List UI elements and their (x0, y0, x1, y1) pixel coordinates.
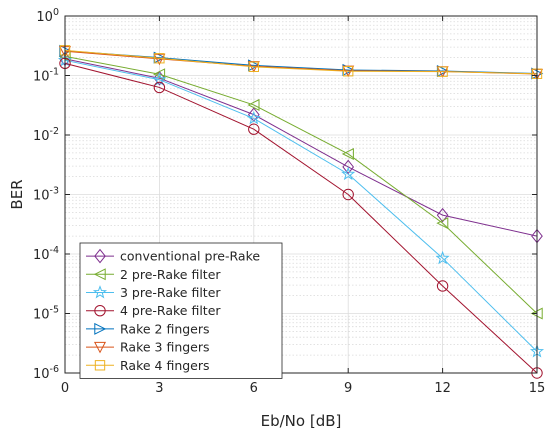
data-point (341, 147, 354, 160)
x-tick-label: 6 (250, 381, 258, 396)
legend-marker (94, 305, 106, 317)
legend-marker (93, 268, 106, 281)
data-point (153, 70, 166, 86)
data-point (343, 66, 354, 77)
y-tick-label: 10-1 (33, 67, 59, 85)
legend-marker (94, 360, 106, 371)
data-point (246, 110, 261, 125)
data-point (437, 66, 448, 77)
legend-item: 3 pre-Rake filter (86, 285, 221, 300)
series-line (64, 59, 538, 352)
y-tick-label: 10-2 (33, 126, 59, 144)
y-tick-label: 10-4 (33, 245, 59, 263)
y-tick-label: 10-5 (33, 305, 59, 323)
legend: conventional pre-Rake 2 pre-Rake filter 3 … (79, 242, 283, 379)
legend-item: Rake 2 fingers (86, 321, 210, 336)
legend-label: Rake 3 fingers (120, 340, 210, 355)
series-line (64, 58, 538, 237)
y-tick-labels: 10-6 10-5 10-4 10-3 10-2 10-1 100 (33, 7, 59, 382)
data-point (154, 53, 165, 64)
data-point (248, 123, 260, 135)
data-point (153, 68, 166, 81)
series-line (64, 55, 538, 314)
y-tick-label: 10-3 (33, 186, 59, 204)
legend-item: Rake 4 fingers (86, 358, 210, 373)
x-axis-label: Eb/No [dB] (261, 412, 342, 430)
data-point (342, 63, 355, 76)
legend-label: 3 pre-Rake filter (120, 285, 221, 300)
legend-item: 2 pre-Rake filter (86, 267, 221, 282)
data-point (342, 159, 355, 175)
data-point (436, 207, 449, 223)
legend-marker (93, 341, 107, 354)
legend-label: Rake 2 fingers (120, 321, 210, 336)
legend-label: 4 pre-Rake filter (120, 303, 221, 318)
legend-item: Rake 3 fingers (86, 340, 210, 355)
y-tick-label: 100 (36, 7, 59, 25)
data-point (248, 61, 259, 72)
legend-marker (92, 285, 108, 299)
y-tick-label: 10-6 (33, 364, 59, 382)
x-tick-label: 15 (529, 381, 546, 396)
data-point (342, 188, 354, 201)
series-line (64, 62, 538, 374)
legend-item: 4 pre-Rake filter (86, 303, 221, 318)
data-point (436, 280, 449, 292)
y-axis-label: BER (8, 179, 26, 209)
series-line (64, 49, 538, 75)
legend-item: conventional pre-Rake (86, 249, 260, 264)
x-tick-labels: 0 3 6 9 12 15 (61, 381, 545, 396)
legend-label: Rake 4 fingers (120, 358, 210, 373)
series-3 (57, 52, 545, 358)
legend-marker (94, 322, 107, 335)
series-layer (57, 44, 545, 379)
data-point (435, 250, 450, 265)
data-point (341, 166, 356, 181)
legend-marker (94, 248, 106, 264)
data-point (436, 217, 449, 230)
legend-label: conventional pre-Rake (120, 249, 260, 264)
x-tick-label: 3 (155, 381, 163, 396)
data-point (153, 81, 166, 94)
x-tick-label: 0 (61, 381, 69, 396)
x-tick-label: 12 (434, 381, 451, 396)
data-point (247, 98, 260, 111)
x-tick-label: 9 (344, 381, 352, 396)
legend-label: 2 pre-Rake filter (120, 267, 221, 282)
data-point (153, 53, 166, 66)
